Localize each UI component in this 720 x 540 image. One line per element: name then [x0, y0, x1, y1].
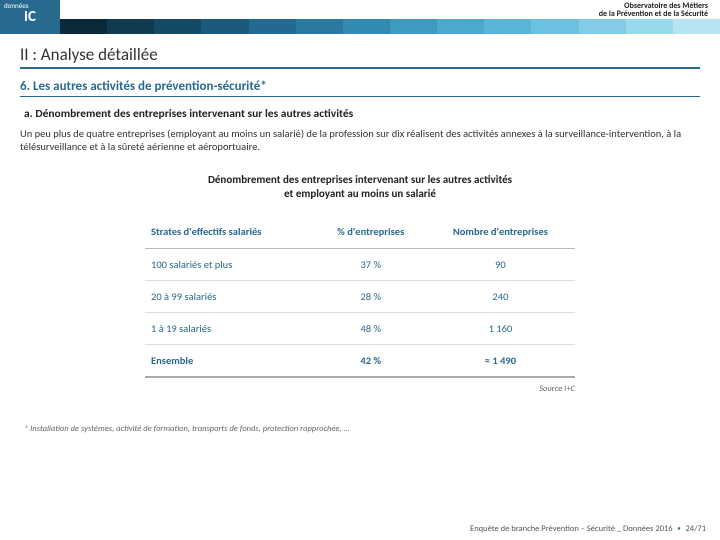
org-name: Observatoire des Métiers de la Préventio…	[60, 0, 720, 19]
stripe	[296, 19, 343, 34]
table-title: Dénombrement des entreprises intervenant…	[145, 173, 575, 201]
table-title-l1: Dénombrement des entreprises intervenant…	[208, 173, 512, 186]
stripe	[484, 19, 531, 34]
stripe	[673, 19, 720, 34]
header-band: Observatoire des Métiers de la Préventio…	[60, 0, 720, 34]
stripe	[201, 19, 248, 34]
stripe	[60, 19, 107, 34]
stripe	[343, 19, 390, 34]
footer-text: Enquête de branche Prévention – Sécurité…	[470, 524, 673, 534]
table-row: 20 à 99 salariés28 %240	[145, 280, 575, 312]
stripe	[579, 19, 626, 34]
section-subtitle: 6. Les autres activités de prévention-sé…	[20, 79, 700, 97]
footer: Enquête de branche Prévention – Sécurité…	[470, 524, 706, 534]
table-row: 100 salariés et plus37 %90	[145, 248, 575, 280]
section-title: II : Analyse détaillée	[20, 44, 700, 69]
cell-label: 20 à 99 salariés	[145, 280, 316, 312]
cell-count: 240	[426, 280, 575, 312]
col-header-nombre: Nombre d'entreprises	[426, 217, 575, 249]
cell-label: Ensemble	[145, 344, 316, 377]
col-header-percent: % d'entreprises	[316, 217, 426, 249]
stripe	[107, 19, 154, 34]
stripe	[154, 19, 201, 34]
header-bar: données IC Observatoire des Métiers de l…	[0, 0, 720, 34]
cell-count: 90	[426, 248, 575, 280]
logo-small-text: données	[4, 1, 28, 10]
section-subsubtitle: a. Dénombrement des entreprises interven…	[20, 107, 700, 121]
intro-paragraph: Un peu plus de quatre entreprises (emplo…	[20, 127, 700, 153]
footer-page: 24/71	[685, 524, 706, 534]
header-stripes	[60, 19, 720, 34]
table-wrapper: Dénombrement des entreprises intervenant…	[145, 173, 575, 394]
col-header-strates: Strates d'effectifs salariés	[145, 217, 316, 249]
table-row-ensemble: Ensemble42 %≈ 1 490	[145, 344, 575, 377]
content-area: II : Analyse détaillée 6. Les autres act…	[0, 34, 720, 434]
logo-box: données IC	[0, 0, 60, 34]
cell-count: 1 160	[426, 312, 575, 344]
cell-percent: 42 %	[316, 344, 426, 377]
stripe	[249, 19, 296, 34]
cell-percent: 37 %	[316, 248, 426, 280]
cell-count: ≈ 1 490	[426, 344, 575, 377]
stripe	[626, 19, 673, 34]
footnote: * Installation de systèmes, activité de …	[20, 424, 700, 434]
cell-label: 1 à 19 salariés	[145, 312, 316, 344]
stripe	[531, 19, 578, 34]
logo-main-text: IC	[24, 8, 36, 26]
stripe	[390, 19, 437, 34]
cell-percent: 28 %	[316, 280, 426, 312]
cell-label: 100 salariés et plus	[145, 248, 316, 280]
org-line2: de la Prévention et de la Sécurité	[60, 10, 708, 18]
stripe	[437, 19, 484, 34]
table-header-row: Strates d'effectifs salariés % d'entrepr…	[145, 217, 575, 249]
table-source: Source I+C	[145, 384, 575, 394]
cell-percent: 48 %	[316, 312, 426, 344]
table-title-l2: et employant au moins un salarié	[284, 187, 436, 200]
table-row: 1 à 19 salariés48 %1 160	[145, 312, 575, 344]
footer-bullet-icon: ▪	[678, 524, 681, 534]
data-table: Strates d'effectifs salariés % d'entrepr…	[145, 217, 575, 378]
